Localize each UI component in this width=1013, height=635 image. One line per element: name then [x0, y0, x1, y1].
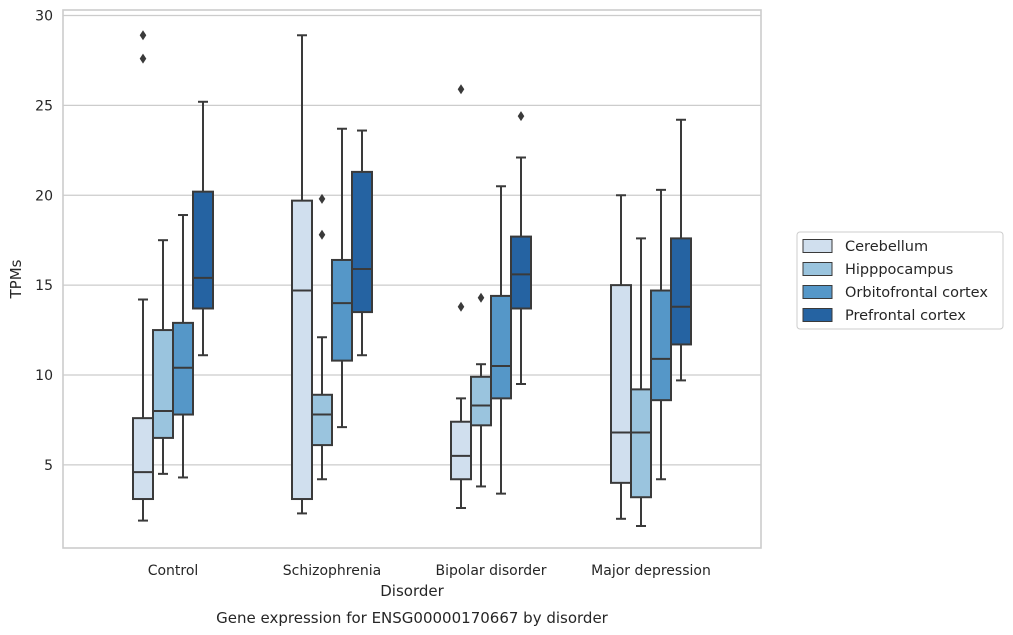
- x-tick-label: Major depression: [591, 563, 711, 579]
- box-iqr: [351, 170, 373, 314]
- y-tick-labels: 5 10 15 20 25 30: [35, 9, 53, 474]
- x-tick-label: Control: [148, 563, 199, 579]
- legend-swatch: [802, 262, 833, 276]
- box-plot: [351, 129, 373, 357]
- y-tick-label: 5: [44, 458, 53, 474]
- x-axis-label: Disorder: [380, 582, 444, 600]
- y-tick-label: 25: [35, 98, 53, 114]
- outlier-point: [457, 301, 465, 312]
- x-tick-label: Bipolar disorder: [435, 563, 546, 579]
- legend-swatch: [802, 239, 833, 253]
- outlier-point: [457, 84, 465, 95]
- box-iqr: [490, 294, 512, 400]
- y-tick-label: 10: [35, 368, 53, 384]
- x-tick-labels: Control Schizophrenia Bipolar disorder Majo…: [148, 563, 711, 579]
- box-iqr: [510, 235, 532, 310]
- y-tick-label: 30: [35, 9, 53, 25]
- legend-label: Cerebellum: [845, 239, 928, 255]
- chart-title: Gene expression for ENSG00000170667 by d…: [216, 609, 609, 627]
- legend: Cerebellum Hipppocampus Orbitofrontal cort…: [796, 231, 1004, 330]
- box-plot: [152, 239, 174, 475]
- box-plot: [291, 34, 313, 515]
- box-plot: [172, 214, 194, 479]
- box-iqr: [670, 237, 692, 346]
- outlier-point: [318, 193, 326, 204]
- box-plot: [311, 193, 333, 481]
- box-iqr: [132, 417, 154, 501]
- y-tick-label: 15: [35, 278, 53, 294]
- box-plot: [630, 237, 652, 527]
- box-iqr: [450, 420, 472, 481]
- box-iqr: [331, 258, 353, 362]
- box-plot: [670, 118, 692, 382]
- box-plot: [331, 127, 353, 429]
- y-tick-label: 20: [35, 188, 53, 204]
- outlier-point: [139, 53, 147, 64]
- outlier-point: [139, 30, 147, 41]
- x-tick-label: Schizophrenia: [283, 563, 381, 579]
- legend-swatch: [802, 285, 833, 299]
- box-iqr: [470, 375, 492, 427]
- y-axis-label: TPMs: [7, 259, 25, 299]
- legend-label: Prefrontal cortex: [845, 308, 966, 324]
- box-plot: [650, 188, 672, 481]
- outlier-point: [318, 229, 326, 240]
- legend-label: Orbitofrontal cortex: [845, 285, 988, 301]
- series-prefrontal-cortex: [192, 100, 692, 385]
- box-iqr: [152, 329, 174, 439]
- box-iqr: [291, 199, 313, 501]
- series-orbitofrontal-cortex: [172, 127, 672, 495]
- box-plot: [450, 84, 472, 510]
- box-plot: [510, 111, 532, 385]
- box-plot: [490, 185, 512, 495]
- series-cerebellum: [132, 30, 632, 522]
- box-iqr: [311, 393, 333, 447]
- outlier-point: [477, 292, 485, 303]
- box-plot: [132, 30, 154, 522]
- outlier-point: [517, 111, 525, 122]
- box-iqr: [630, 388, 652, 499]
- box-iqr: [650, 289, 672, 402]
- legend-label: Hipppocampus: [845, 262, 953, 278]
- plot-area-frame: [62, 9, 762, 549]
- box-iqr: [192, 190, 214, 310]
- legend-frame: [796, 231, 1004, 330]
- box-plot: [192, 100, 214, 357]
- legend-swatch: [802, 308, 833, 322]
- box-iqr: [610, 284, 632, 484]
- box-plot: [610, 194, 632, 520]
- box-series: [132, 30, 692, 527]
- box-plot: [470, 292, 492, 488]
- series-hipppocampus: [152, 193, 652, 527]
